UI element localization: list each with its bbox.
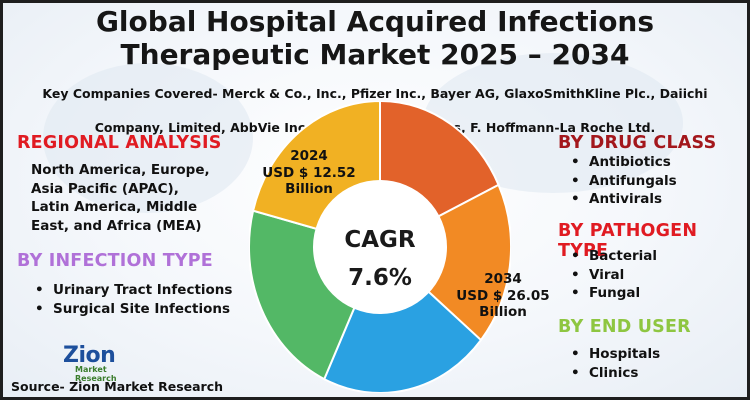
value-2024-year: 2024 bbox=[290, 148, 328, 164]
donut-center bbox=[313, 180, 447, 314]
value-2034: 2034 USD $ 26.05 Billion bbox=[443, 271, 563, 321]
list-item: Fungal bbox=[571, 284, 657, 303]
list-item: Antifungals bbox=[571, 172, 677, 191]
title-line-2: Therapeutic Market 2025 – 2034 bbox=[120, 38, 630, 71]
drug-class-heading: BY DRUG CLASS bbox=[558, 133, 717, 153]
region-line: Asia Pacific (APAC), bbox=[31, 180, 179, 197]
infection-type-heading: BY INFECTION TYPE bbox=[17, 251, 213, 271]
list-item: Bacterial bbox=[571, 247, 657, 266]
pathogen-type-list: Bacterial Viral Fungal bbox=[571, 247, 657, 303]
region-line: North America, Europe, bbox=[31, 162, 210, 178]
logo-text: Zion bbox=[63, 343, 116, 368]
value-2024-unit: Billion bbox=[285, 181, 333, 197]
end-user-heading: BY END USER bbox=[558, 317, 691, 337]
cagr-value: 7.6% bbox=[348, 265, 412, 291]
list-item: Urinary Tract Infections bbox=[35, 281, 232, 300]
value-2024-amount: USD $ 12.52 bbox=[262, 164, 356, 181]
drug-class-list: Antibiotics Antifungals Antivirals bbox=[571, 153, 677, 209]
value-2034-amount: USD $ 26.05 bbox=[456, 287, 550, 304]
regional-analysis-heading: REGIONAL ANALYSIS bbox=[17, 133, 222, 153]
regional-list: North America, Europe, Asia Pacific (APA… bbox=[31, 161, 231, 235]
region-line: Latin America, Middle bbox=[31, 199, 198, 215]
page-title: Global Hospital Acquired Infections Ther… bbox=[3, 5, 747, 71]
list-item: Clinics bbox=[571, 364, 660, 383]
value-2024: 2024 USD $ 12.52 Billion bbox=[259, 148, 359, 198]
list-item: Surgical Site Infections bbox=[35, 300, 232, 319]
infection-type-list: Urinary Tract Infections Surgical Site I… bbox=[35, 281, 232, 318]
title-line-1: Global Hospital Acquired Infections bbox=[95, 5, 655, 38]
region-line: East, and Africa (MEA) bbox=[31, 217, 202, 234]
map-background-americas bbox=[43, 63, 253, 213]
zion-logo: Zion Market Research bbox=[61, 343, 141, 383]
list-item: Antibiotics bbox=[571, 153, 677, 172]
list-item: Antivirals bbox=[571, 190, 677, 209]
market-donut-chart bbox=[249, 101, 511, 393]
pie-slice-orange-light bbox=[378, 183, 511, 342]
source-credit: Source- Zion Market Research bbox=[11, 379, 224, 394]
logo-subtext: Market Research bbox=[75, 365, 117, 383]
pie-slice-blue bbox=[322, 245, 483, 393]
end-user-list: Hospitals Clinics bbox=[571, 345, 660, 382]
value-2034-unit: Billion bbox=[479, 304, 527, 320]
cagr-label: CAGR bbox=[344, 227, 416, 253]
list-item: Hospitals bbox=[571, 345, 660, 364]
value-2034-year: 2034 bbox=[484, 271, 522, 287]
list-item: Viral bbox=[571, 266, 657, 285]
